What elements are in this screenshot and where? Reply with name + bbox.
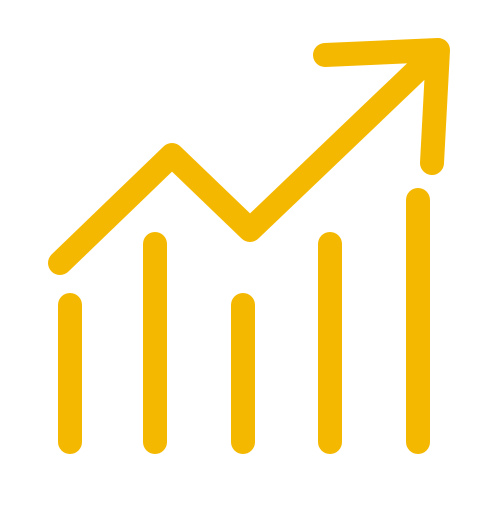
growth-chart-icon: [0, 0, 500, 500]
trend-line: [60, 58, 430, 263]
growth-chart-svg: [0, 0, 500, 500]
